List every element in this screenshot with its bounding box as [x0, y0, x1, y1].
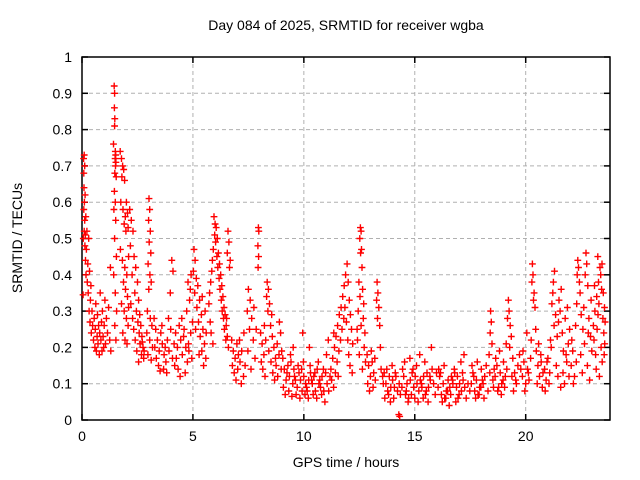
y-tick-label: 0.8	[53, 122, 73, 138]
y-tick-label: 0.4	[53, 267, 73, 283]
x-axis-label: GPS time / hours	[292, 454, 400, 470]
x-tick-label: 20	[518, 428, 534, 444]
y-tick-label: 0.3	[53, 303, 73, 319]
y-tick-label: 0	[64, 412, 72, 428]
y-axis-label: SRMTID / TECUs	[9, 182, 25, 294]
y-tick-label: 0.7	[53, 158, 73, 174]
x-tick-label: 0	[78, 428, 86, 444]
x-tick-label: 5	[189, 428, 197, 444]
x-tick-label: 15	[407, 428, 423, 444]
data-points	[79, 82, 609, 420]
x-tick-label: 10	[296, 428, 312, 444]
y-tick-label: 0.2	[53, 339, 73, 355]
chart-title: Day 084 of 2025, SRMTID for receiver wgb…	[208, 17, 484, 33]
y-tick-label: 1	[64, 49, 72, 65]
y-tick-label: 0.1	[53, 376, 73, 392]
y-tick-label: 0.6	[53, 194, 73, 210]
y-tick-label: 0.5	[53, 231, 73, 247]
y-tick-label: 0.9	[53, 85, 73, 101]
